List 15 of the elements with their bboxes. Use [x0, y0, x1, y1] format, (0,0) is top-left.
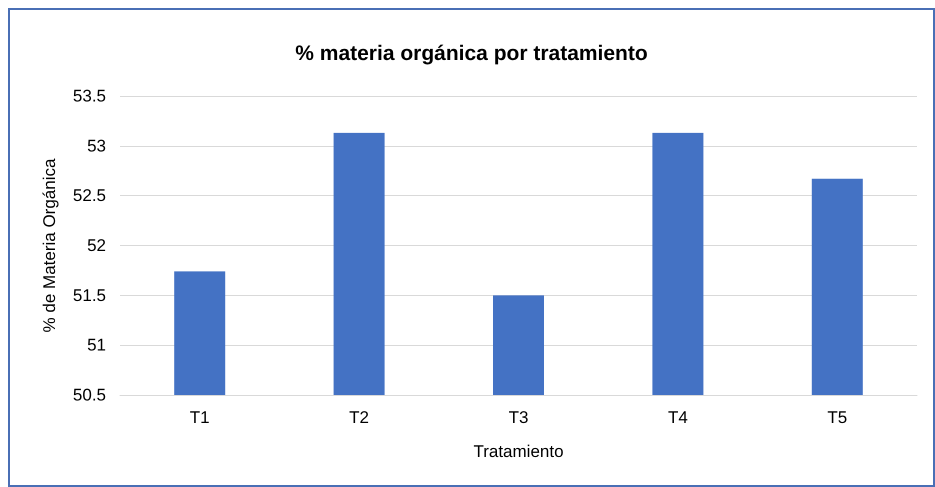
- y-tick-label: 52.5: [72, 186, 106, 206]
- x-tick-label: T2: [349, 408, 370, 427]
- x-tick-label: T4: [668, 408, 688, 427]
- y-tick-label: 50.5: [72, 386, 106, 404]
- x-tick-label: T5: [827, 408, 848, 427]
- y-axis-title: % de Materia Orgánica: [40, 158, 59, 332]
- x-tick-label: T1: [190, 408, 210, 427]
- x-tick-label: T3: [508, 408, 528, 427]
- y-tick-label: 53.5: [72, 86, 106, 106]
- y-tick-label: 52: [87, 236, 106, 255]
- chart-title: % materia orgánica por tratamiento: [295, 42, 648, 65]
- x-axis-title: Tratamiento: [473, 442, 564, 461]
- y-tick-label: 51.5: [72, 286, 106, 305]
- y-tick-label: 51: [87, 336, 106, 355]
- y-tick-label: 53: [87, 136, 106, 156]
